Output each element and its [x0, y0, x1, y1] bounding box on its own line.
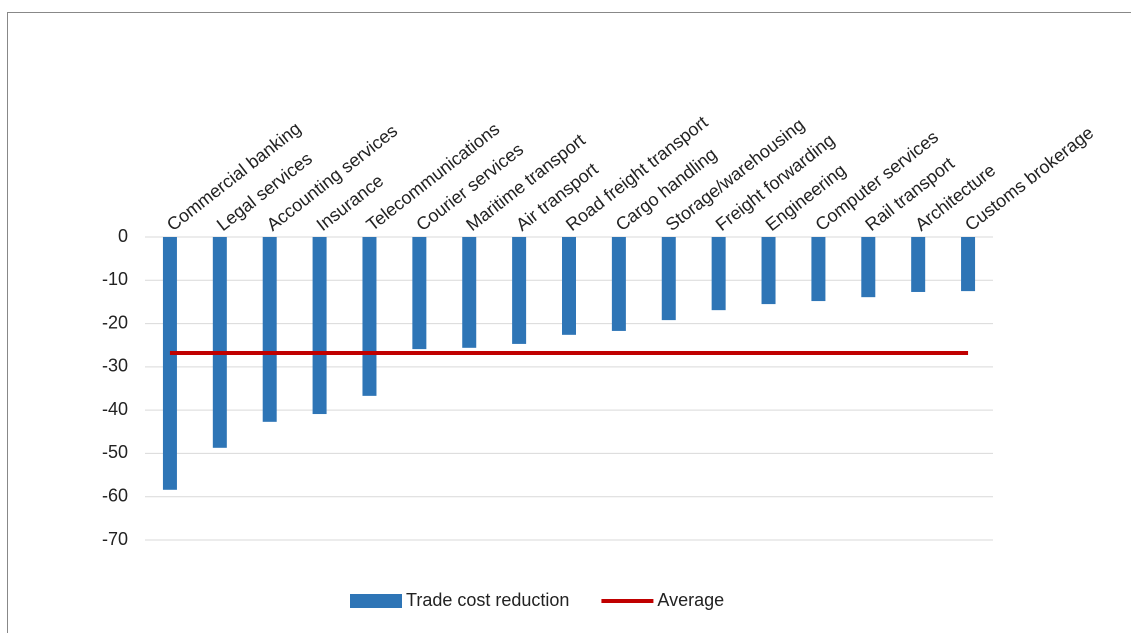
y-tick-label: -60	[102, 485, 128, 505]
bar	[412, 237, 426, 349]
bar	[861, 237, 875, 297]
y-tick-label: -70	[102, 529, 128, 549]
y-tick-label: -50	[102, 442, 128, 462]
bar	[811, 237, 825, 301]
bar	[911, 237, 925, 292]
bar	[612, 237, 626, 331]
bar	[562, 237, 576, 335]
y-tick-label: -40	[102, 399, 128, 419]
bar	[961, 237, 975, 291]
bar	[712, 237, 726, 310]
bar	[762, 237, 776, 304]
bar	[163, 237, 177, 490]
bar	[462, 237, 476, 348]
y-tick-label: -10	[102, 269, 128, 289]
legend-label: Trade cost reduction	[406, 590, 569, 610]
legend-swatch	[350, 594, 402, 608]
legend-label: Average	[657, 590, 724, 610]
bar	[263, 237, 277, 422]
y-tick-label: -30	[102, 356, 128, 376]
bar	[213, 237, 227, 448]
bar	[362, 237, 376, 396]
y-tick-label: 0	[118, 226, 128, 246]
bar	[313, 237, 327, 414]
bar	[662, 237, 676, 320]
bar	[512, 237, 526, 344]
y-tick-label: -20	[102, 312, 128, 332]
